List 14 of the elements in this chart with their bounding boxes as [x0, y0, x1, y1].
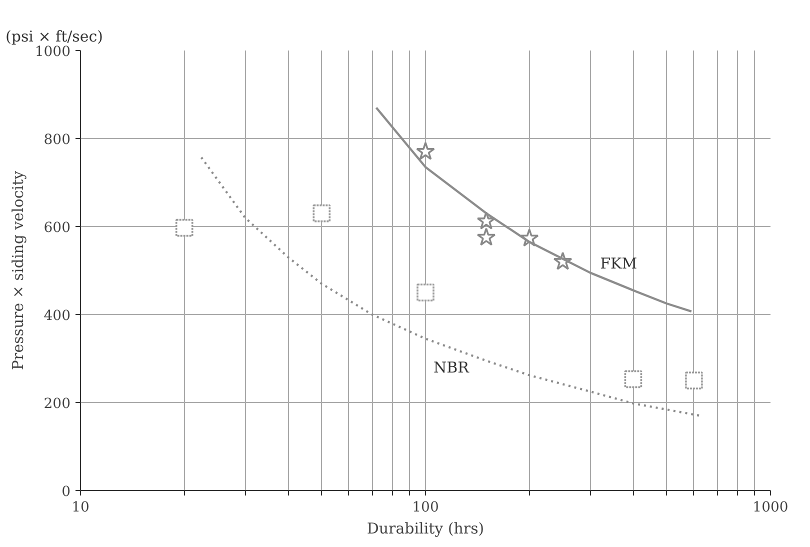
y-tick-label: 0	[62, 484, 71, 500]
y-tick-label: 200	[44, 396, 71, 412]
series-label: FKM	[600, 254, 638, 273]
text: (psi × ft/sec)	[6, 28, 104, 46]
y-tick-label: 800	[44, 132, 71, 148]
y-axis-title: Pressure × siding velocity	[8, 170, 27, 370]
series-label: NBR	[434, 358, 470, 377]
y-tick-label: 600	[44, 220, 71, 236]
y-tick-label: 1000	[34, 44, 71, 60]
x-axis-title: Durability (hrs)	[366, 520, 484, 538]
x-tick-label: 1000	[752, 500, 788, 516]
x-tick-label: 10	[72, 500, 90, 516]
y-tick-label: 400	[44, 308, 71, 324]
x-tick-label: 100	[412, 500, 439, 516]
